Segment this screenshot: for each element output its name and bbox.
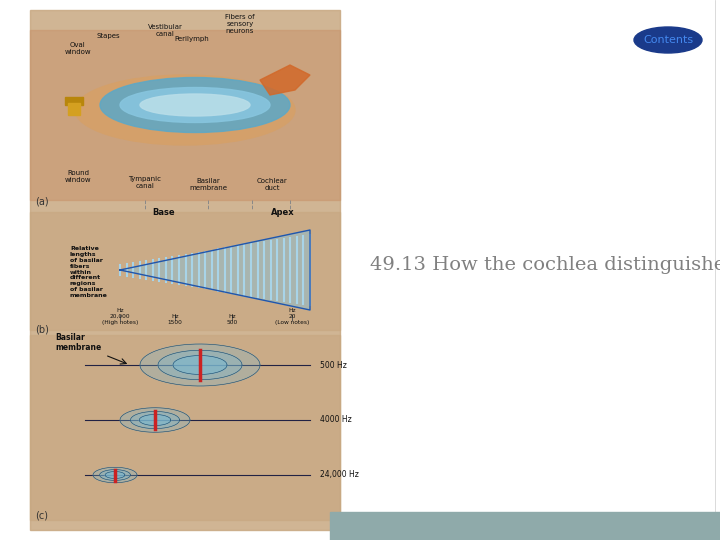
Text: Cochlear
duct: Cochlear duct [256,178,287,191]
Text: Perilymph: Perilymph [175,36,210,42]
Text: Vestibular
canal: Vestibular canal [148,24,182,37]
Bar [30,10,340,530]
Bar [30,335,340,520]
Text: Tympanic
canal: Tympanic canal [128,176,161,189]
Polygon shape [139,415,171,426]
Text: Apex: Apex [271,208,295,217]
Polygon shape [93,467,137,483]
Text: 500 Hz: 500 Hz [320,361,347,369]
Text: Basilar
membrane: Basilar membrane [189,178,227,191]
Text: 4000 Hz: 4000 Hz [320,415,352,424]
Text: Base: Base [152,208,175,217]
Bar [330,512,720,540]
Polygon shape [158,350,242,380]
Text: Hz
20
(Low notes): Hz 20 (Low notes) [275,308,309,325]
Text: Hz
1500: Hz 1500 [168,314,182,325]
Polygon shape [105,471,125,478]
Ellipse shape [634,27,702,53]
Text: Hz
20,000
(High notes): Hz 20,000 (High notes) [102,308,138,325]
Text: (b): (b) [35,324,49,334]
Text: Relative
lengths
of basilar
fibers
within
different
regions
of basilar
membrane: Relative lengths of basilar fibers withi… [70,246,108,298]
Ellipse shape [100,78,290,132]
Bar [30,212,340,330]
Text: Round
window: Round window [65,170,91,183]
Text: 24,000 Hz: 24,000 Hz [320,470,359,480]
Text: Basilar
membrane: Basilar membrane [55,333,102,352]
Polygon shape [173,355,227,374]
Text: Stapes: Stapes [96,33,120,39]
Text: (c): (c) [35,510,48,520]
Polygon shape [260,65,310,95]
Ellipse shape [140,94,250,116]
Text: (a): (a) [35,197,49,207]
Bar [68,103,80,115]
Text: 49.13 How the cochlea distinguishes pitch: 49.13 How the cochlea distinguishes pitc… [370,256,720,274]
Ellipse shape [120,87,270,123]
Text: Contents: Contents [643,35,693,45]
Ellipse shape [75,75,295,145]
Polygon shape [140,344,260,386]
Polygon shape [120,408,190,432]
Polygon shape [99,470,130,481]
Bar [65,97,83,105]
Bar [30,30,340,200]
Polygon shape [130,411,179,429]
Text: Oval
window: Oval window [65,42,91,55]
Text: Hz
500: Hz 500 [226,314,238,325]
Polygon shape [120,230,310,310]
Text: Fibers of
sensory
neurons: Fibers of sensory neurons [225,14,255,34]
